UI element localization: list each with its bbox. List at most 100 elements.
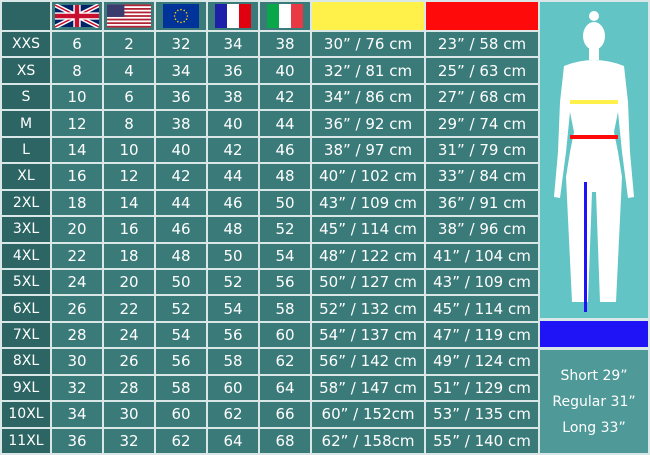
hip-measurement: 47” / 119 cm bbox=[426, 322, 538, 348]
eu-size: 32 bbox=[156, 32, 206, 57]
size-label: 7XL bbox=[2, 322, 50, 348]
uk-flag-header bbox=[52, 2, 102, 30]
it-size: 68 bbox=[260, 428, 310, 453]
uk-flag-icon bbox=[55, 4, 99, 28]
us-size: 14 bbox=[104, 190, 154, 216]
size-label: L bbox=[2, 137, 50, 163]
hip-measurement: 53” / 135 cm bbox=[426, 402, 538, 427]
uk-size: 22 bbox=[52, 243, 102, 268]
uk-size: 30 bbox=[52, 349, 102, 374]
eu-size: 56 bbox=[156, 349, 206, 374]
inseam-short: Short 29” bbox=[560, 367, 628, 384]
hip-measurement: 49” / 124 cm bbox=[426, 349, 538, 374]
eu-size: 38 bbox=[156, 111, 206, 136]
inseam-color-key bbox=[540, 321, 648, 347]
us-size: 8 bbox=[104, 111, 154, 136]
eu-size: 36 bbox=[156, 84, 206, 110]
fr-size: 46 bbox=[208, 190, 258, 216]
uk-size: 18 bbox=[52, 190, 102, 216]
fr-size: 40 bbox=[208, 111, 258, 136]
us-size: 28 bbox=[104, 375, 154, 401]
fr-size: 56 bbox=[208, 322, 258, 348]
us-size: 4 bbox=[104, 58, 154, 83]
it-size: 52 bbox=[260, 217, 310, 242]
fr-size: 44 bbox=[208, 164, 258, 189]
fr-size: 62 bbox=[208, 402, 258, 427]
waist-measurement: 32” / 81 cm bbox=[312, 58, 424, 83]
hip-measurement: 51” / 129 cm bbox=[426, 375, 538, 401]
france-flag-header bbox=[208, 2, 258, 30]
waist-measurement: 62” / 158cm bbox=[312, 428, 424, 453]
size-label: 2XL bbox=[2, 190, 50, 216]
uk-size: 36 bbox=[52, 428, 102, 453]
hip-measurement: 33” / 84 cm bbox=[426, 164, 538, 189]
hip-measurement: 45” / 114 cm bbox=[426, 296, 538, 321]
fr-size: 58 bbox=[208, 349, 258, 374]
uk-size: 8 bbox=[52, 58, 102, 83]
fr-size: 36 bbox=[208, 58, 258, 83]
us-size: 12 bbox=[104, 164, 154, 189]
uk-size: 6 bbox=[52, 32, 102, 57]
uk-size: 14 bbox=[52, 137, 102, 163]
waist-measurement: 50” / 127 cm bbox=[312, 269, 424, 295]
eu-size: 58 bbox=[156, 375, 206, 401]
it-size: 50 bbox=[260, 190, 310, 216]
us-size: 2 bbox=[104, 32, 154, 57]
uk-size: 34 bbox=[52, 402, 102, 427]
hip-measurement: 43” / 109 cm bbox=[426, 269, 538, 295]
fr-size: 34 bbox=[208, 32, 258, 57]
waist-measurement: 38” / 97 cm bbox=[312, 137, 424, 163]
it-size: 44 bbox=[260, 111, 310, 136]
eu-flag-header bbox=[156, 2, 206, 30]
uk-size: 10 bbox=[52, 84, 102, 110]
waist-measurement: 48” / 122 cm bbox=[312, 243, 424, 268]
hip-measurement: 23” / 58 cm bbox=[426, 32, 538, 57]
eu-size: 44 bbox=[156, 190, 206, 216]
us-flag-header bbox=[104, 2, 154, 30]
waist-measurement: 56” / 142 cm bbox=[312, 349, 424, 374]
it-size: 64 bbox=[260, 375, 310, 401]
size-label: XL bbox=[2, 164, 50, 189]
size-label: XS bbox=[2, 58, 50, 83]
italy-flag-icon bbox=[267, 4, 303, 28]
us-size: 16 bbox=[104, 217, 154, 242]
uk-size: 24 bbox=[52, 269, 102, 295]
eu-size: 48 bbox=[156, 243, 206, 268]
fr-size: 38 bbox=[208, 84, 258, 110]
us-size: 10 bbox=[104, 137, 154, 163]
it-size: 60 bbox=[260, 322, 310, 348]
waist-measurement: 58” / 147 cm bbox=[312, 375, 424, 401]
it-size: 62 bbox=[260, 349, 310, 374]
size-label: M bbox=[2, 111, 50, 136]
waist-measurement: 60” / 152cm bbox=[312, 402, 424, 427]
uk-size: 32 bbox=[52, 375, 102, 401]
waist-measurement: 43” / 109 cm bbox=[312, 190, 424, 216]
inseam-regular: Regular 31” bbox=[552, 393, 636, 410]
size-label: 4XL bbox=[2, 243, 50, 268]
uk-size: 20 bbox=[52, 217, 102, 242]
us-size: 24 bbox=[104, 322, 154, 348]
eu-size: 46 bbox=[156, 217, 206, 242]
fr-size: 52 bbox=[208, 269, 258, 295]
eu-size: 42 bbox=[156, 164, 206, 189]
fr-size: 54 bbox=[208, 296, 258, 321]
eu-size: 62 bbox=[156, 428, 206, 453]
waist-measurement: 40” / 102 cm bbox=[312, 164, 424, 189]
fr-size: 50 bbox=[208, 243, 258, 268]
eu-size: 40 bbox=[156, 137, 206, 163]
uk-size: 16 bbox=[52, 164, 102, 189]
hip-measurement: 38” / 96 cm bbox=[426, 217, 538, 242]
waist-color-header bbox=[312, 2, 424, 30]
waist-measurement: 54” / 137 cm bbox=[312, 322, 424, 348]
it-size: 38 bbox=[260, 32, 310, 57]
hip-color-header bbox=[426, 2, 538, 30]
size-label: 3XL bbox=[2, 217, 50, 242]
hip-measurement: 31” / 79 cm bbox=[426, 137, 538, 163]
eu-size: 60 bbox=[156, 402, 206, 427]
size-label: 10XL bbox=[2, 402, 50, 427]
it-size: 54 bbox=[260, 243, 310, 268]
it-size: 48 bbox=[260, 164, 310, 189]
us-size: 18 bbox=[104, 243, 154, 268]
inseam-lengths: Short 29” Regular 31” Long 33” bbox=[540, 350, 648, 453]
it-size: 58 bbox=[260, 296, 310, 321]
